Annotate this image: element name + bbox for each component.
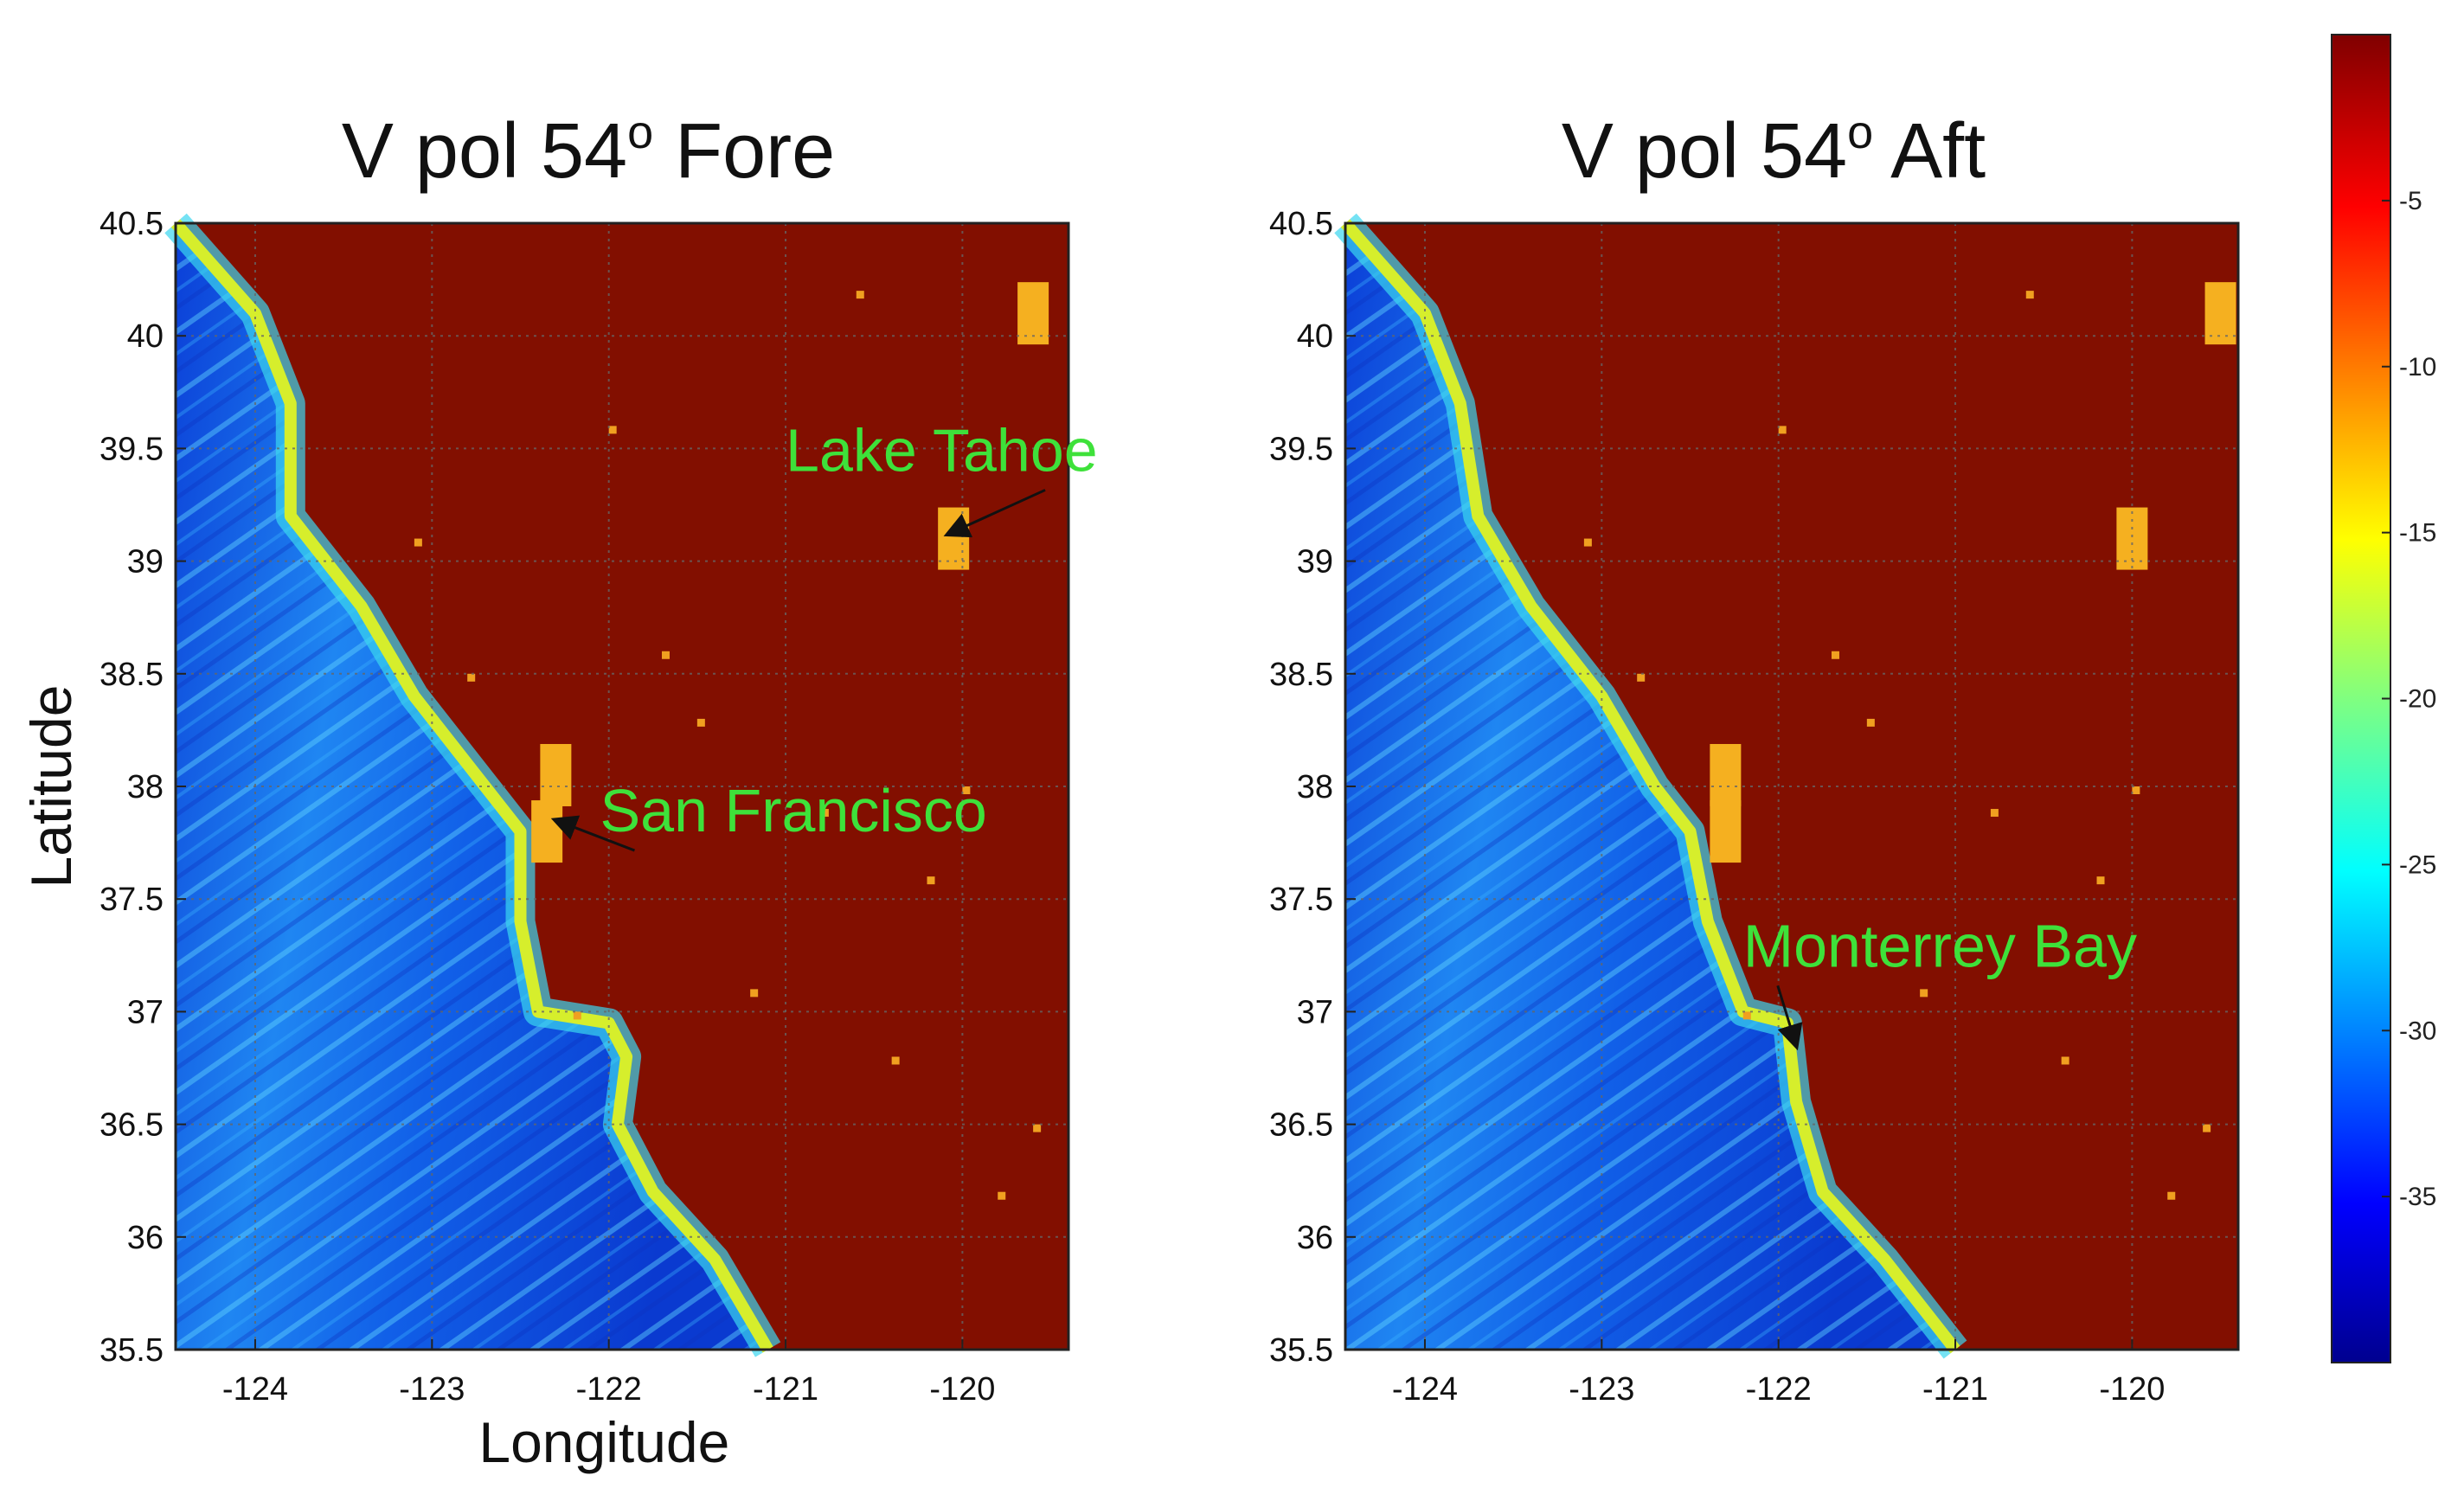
land-speckle-7 <box>2096 876 2105 885</box>
land-speckle-6 <box>750 989 759 997</box>
colorbar-tick-label: -30 <box>2399 1017 2436 1045</box>
colorbar-tick-label: -15 <box>2399 519 2436 548</box>
y-tick-label: 40.5 <box>1269 206 1333 242</box>
x-tick-label: -121 <box>1922 1371 1988 1408</box>
land-speckle-11 <box>661 651 670 659</box>
x-tick-label: -123 <box>399 1371 465 1408</box>
panel-aft: -124 -123 -122 -121 -120 35.5 36 36.5 37 37.5 38 38… <box>1269 106 2240 1408</box>
y-axis-label: Latitude <box>19 685 83 888</box>
land-speckle-2 <box>1583 538 1592 547</box>
y-tick-label: 39.5 <box>99 431 164 467</box>
annotation-label: Monterrey Bay <box>1743 912 2137 979</box>
y-tick-label: 40 <box>127 318 164 355</box>
panel-title: V pol 54o Aft <box>1562 106 1986 195</box>
land-speckle-5 <box>1990 809 1999 818</box>
panel-fore: -124 -123 -122 -121 -120 35.5 36 36.5 37 37.5 38 38… <box>19 106 1098 1474</box>
x-tick-label: -120 <box>2099 1371 2165 1408</box>
water-body-2 <box>540 743 572 806</box>
land-speckle-5 <box>820 809 829 818</box>
land-speckle-3 <box>1637 673 1646 682</box>
water-body-3 <box>2204 282 2236 345</box>
land-speckle-4 <box>696 718 705 727</box>
y-tick-label: 39 <box>127 544 164 581</box>
water-body-2 <box>1710 743 1742 806</box>
y-tick-label: 38.5 <box>1269 657 1333 693</box>
x-axis-label: Longitude <box>478 1410 729 1474</box>
y-tick-label: 38 <box>1297 769 1333 805</box>
land-speckle-2 <box>414 538 422 547</box>
y-tick-label: 38 <box>127 769 164 805</box>
x-tick-label: -124 <box>222 1371 288 1408</box>
x-tick-label: -124 <box>1392 1371 1458 1408</box>
land-speckle-10 <box>891 1056 900 1065</box>
y-tick-label: 36.5 <box>99 1107 164 1144</box>
y-tick-label: 40.5 <box>99 206 164 242</box>
panels-group: -124 -123 -122 -121 -120 35.5 36 36.5 37 37.5 38 38… <box>19 106 2240 1474</box>
land-speckle-7 <box>927 876 935 885</box>
annotation-arrow <box>943 489 1046 538</box>
x-tick-label: -123 <box>1569 1371 1634 1408</box>
colorbar-gradient <box>2331 34 2391 1363</box>
x-tick-label: -121 <box>753 1371 818 1408</box>
land-speckle-8 <box>573 1011 581 1020</box>
colorbar-tick-label: -20 <box>2399 685 2436 714</box>
land-speckle-12 <box>962 786 971 794</box>
land-speckle-1 <box>1778 426 1787 434</box>
x-tick-label: -120 <box>929 1371 995 1408</box>
colorbar-tick-label: -35 <box>2399 1183 2436 1211</box>
y-tick-label: 40 <box>1297 318 1333 355</box>
land-speckle-12 <box>2132 786 2140 794</box>
y-tick-label: 35.5 <box>99 1332 164 1369</box>
coast-band-yellow <box>1340 219 1960 1354</box>
y-tick-label: 36 <box>1297 1220 1333 1256</box>
land-speckle-3 <box>467 673 476 682</box>
y-tick-label: 37 <box>127 994 164 1030</box>
land-speckle-4 <box>1866 718 1875 727</box>
x-tick-label: -122 <box>1746 1371 1812 1408</box>
y-tick-label: 38.5 <box>99 657 164 693</box>
y-tick-label: 37.5 <box>1269 882 1333 918</box>
land-speckle-0 <box>856 291 864 299</box>
panel-title: V pol 54o Fore <box>342 106 835 195</box>
water-body-3 <box>1017 282 1049 345</box>
land-speckle-1 <box>608 426 617 434</box>
x-tick-label: -122 <box>576 1371 642 1408</box>
land-speckle-9 <box>998 1191 1006 1200</box>
land-speckle-0 <box>2025 291 2034 299</box>
land-speckle-9 <box>2167 1191 2176 1200</box>
land-speckle-6 <box>1920 989 1928 997</box>
y-tick-label: 39 <box>1297 544 1333 581</box>
water-body-1 <box>531 800 563 863</box>
land-speckle-11 <box>1831 651 1839 659</box>
colorbar-tick-label: -25 <box>2399 850 2436 879</box>
water-body-1 <box>1710 800 1742 863</box>
y-tick-label: 36 <box>127 1220 164 1256</box>
annotation-arrow <box>550 815 635 852</box>
annotation-label: Lake Tahoe <box>786 416 1098 484</box>
land-speckle-13 <box>2203 1124 2211 1132</box>
annotation-arrow <box>1776 985 1803 1051</box>
colorbar-tick-label: -5 <box>2399 187 2422 215</box>
land-speckle-8 <box>1742 1011 1751 1020</box>
y-tick-label: 39.5 <box>1269 431 1333 467</box>
y-tick-label: 36.5 <box>1269 1107 1333 1144</box>
annotation-label: San Francisco <box>600 777 986 844</box>
colorbar-tick-label: -10 <box>2399 353 2436 382</box>
coast-band-yellow <box>170 219 773 1353</box>
y-tick-label: 37.5 <box>99 882 164 918</box>
colorbar: -5 -10 -15 -20 -25 -30 -35 <box>2331 34 2436 1363</box>
land-speckle-10 <box>2061 1056 2069 1065</box>
land-speckle-13 <box>1033 1124 1042 1132</box>
y-tick-label: 37 <box>1297 994 1333 1030</box>
y-tick-label: 35.5 <box>1269 1332 1333 1369</box>
